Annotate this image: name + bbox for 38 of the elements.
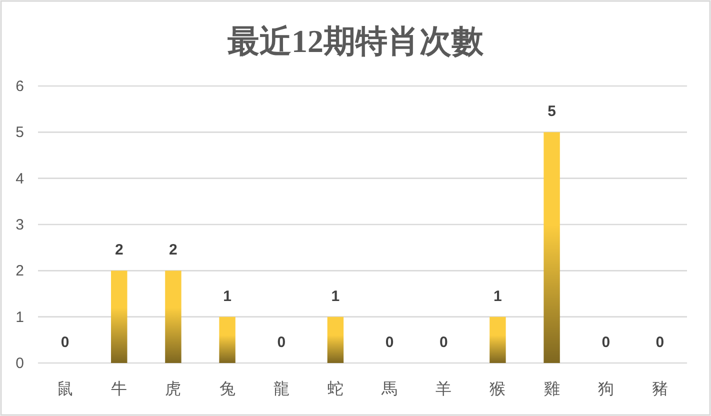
- data-label: 0: [439, 334, 448, 351]
- x-tick-label: 蛇: [327, 380, 344, 398]
- data-label: 0: [602, 334, 610, 351]
- y-tick-label: 6: [16, 78, 24, 95]
- x-tick-label: 龍: [273, 380, 290, 398]
- bar: [111, 270, 128, 363]
- x-tick-label: 豬: [652, 380, 668, 398]
- data-label: 2: [169, 242, 178, 259]
- bar: [544, 132, 560, 363]
- data-label: 0: [385, 334, 394, 351]
- x-tick-label: 牛: [111, 380, 128, 398]
- bar: [490, 316, 506, 363]
- x-tick-label: 猴: [490, 381, 506, 398]
- data-label: 1: [494, 288, 502, 305]
- bar: [219, 316, 236, 363]
- y-tick-label: 4: [16, 170, 24, 188]
- x-tick-label: 狗: [598, 381, 614, 398]
- data-label: 2: [114, 242, 124, 259]
- x-tick-label: 兔: [219, 381, 236, 398]
- data-label: 0: [277, 334, 286, 351]
- x-tick-label: 馬: [380, 381, 398, 398]
- data-label: 0: [60, 334, 70, 351]
- x-tick-label: 鼠: [57, 380, 74, 398]
- bar: [165, 270, 182, 363]
- bar: [327, 316, 344, 363]
- x-tick-label: 羊: [436, 380, 452, 398]
- chart-title: 最近12期特肖次數: [228, 23, 484, 59]
- y-tick-label: 0: [16, 355, 24, 372]
- y-tick-label: 5: [16, 124, 24, 142]
- data-label: 0: [656, 334, 664, 351]
- y-tick-label: 2: [16, 262, 24, 280]
- y-tick-label: 1: [16, 308, 24, 326]
- y-tick-label: 3: [16, 216, 24, 234]
- data-label: 1: [331, 288, 340, 305]
- x-tick-label: 虎: [165, 380, 182, 398]
- data-label: 5: [548, 103, 556, 120]
- data-label: 1: [223, 288, 232, 305]
- x-tick-label: 雞: [544, 381, 560, 398]
